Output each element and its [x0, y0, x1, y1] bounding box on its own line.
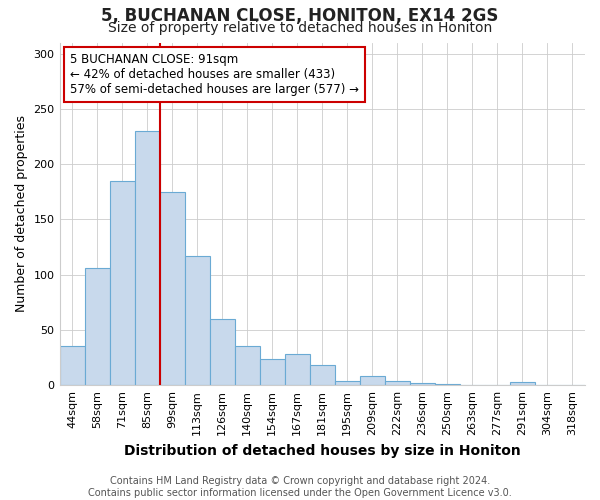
X-axis label: Distribution of detached houses by size in Honiton: Distribution of detached houses by size … [124, 444, 521, 458]
Text: 5 BUCHANAN CLOSE: 91sqm
← 42% of detached houses are smaller (433)
57% of semi-d: 5 BUCHANAN CLOSE: 91sqm ← 42% of detache… [70, 53, 359, 96]
Bar [85, 268, 110, 385]
Text: Size of property relative to detached houses in Honiton: Size of property relative to detached ho… [108, 21, 492, 35]
Bar [385, 381, 410, 385]
Bar [410, 383, 435, 385]
Y-axis label: Number of detached properties: Number of detached properties [15, 116, 28, 312]
Bar [209, 319, 235, 385]
Bar [160, 192, 185, 385]
Bar [510, 382, 535, 385]
Bar [260, 358, 285, 385]
Bar [335, 381, 360, 385]
Bar [110, 180, 134, 385]
Bar [59, 346, 85, 385]
Text: 5, BUCHANAN CLOSE, HONITON, EX14 2GS: 5, BUCHANAN CLOSE, HONITON, EX14 2GS [101, 8, 499, 26]
Bar [310, 366, 335, 385]
Bar [435, 384, 460, 385]
Bar [360, 376, 385, 385]
Text: Contains HM Land Registry data © Crown copyright and database right 2024.
Contai: Contains HM Land Registry data © Crown c… [88, 476, 512, 498]
Bar [285, 354, 310, 385]
Bar [134, 131, 160, 385]
Bar [235, 346, 260, 385]
Bar [185, 256, 209, 385]
